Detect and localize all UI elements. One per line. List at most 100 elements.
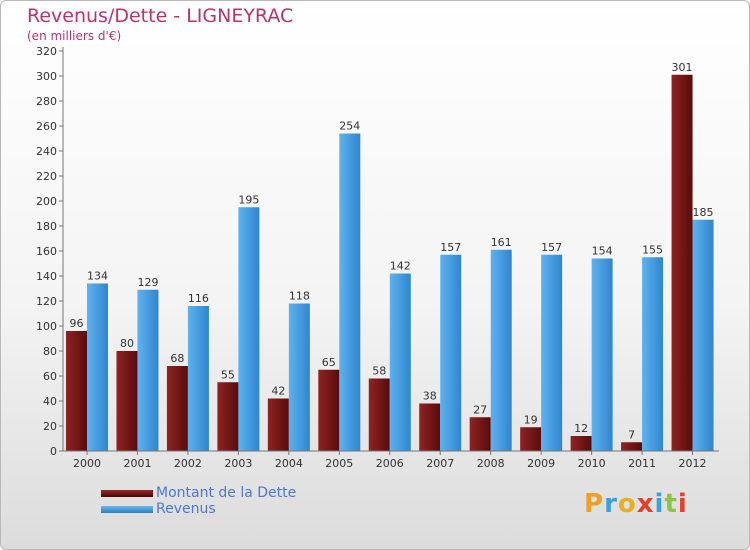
- bar-debt: [116, 351, 138, 451]
- proxiti-logo: Proxiti: [584, 489, 688, 519]
- data-label-debt: 38: [423, 390, 437, 403]
- bar-revenue: [490, 249, 512, 451]
- y-tick-label: 280: [36, 95, 57, 108]
- bar-revenue: [137, 289, 159, 451]
- y-tick-label: 180: [36, 220, 57, 233]
- data-label-debt: 19: [524, 413, 538, 426]
- legend-swatch-debt: [101, 490, 153, 497]
- bar-revenue: [692, 219, 714, 451]
- bar-debt: [520, 427, 542, 451]
- x-tick-label: 2003: [224, 457, 252, 470]
- x-tick-label: 2004: [275, 457, 303, 470]
- y-tick-label: 200: [36, 195, 57, 208]
- data-label-revenue: 134: [87, 270, 108, 283]
- logo-letter: i: [677, 489, 688, 519]
- data-label-debt: 27: [473, 403, 487, 416]
- x-axis: 2000 2001 2002 2003 2004 2005 2006 2007 2008 2009…: [63, 450, 719, 470]
- bar-debt: [66, 331, 87, 451]
- bar-revenue: [87, 283, 108, 451]
- data-label-debt: 55: [221, 368, 235, 381]
- y-tick-label: 120: [36, 295, 57, 308]
- data-label-debt: 42: [271, 385, 285, 398]
- data-label-revenue: 195: [238, 193, 259, 206]
- bar-debt: [570, 436, 592, 451]
- data-label-revenue: 129: [137, 276, 158, 289]
- data-label-revenue: 118: [289, 290, 310, 303]
- bar-revenue: [642, 257, 664, 451]
- data-label-revenue: 157: [541, 241, 562, 254]
- bar-revenue: [440, 254, 462, 451]
- bar-revenue: [591, 258, 613, 451]
- data-label-debt: 65: [322, 356, 336, 369]
- y-tick-label: 60: [43, 370, 57, 383]
- bar-debt: [166, 366, 188, 451]
- data-label-revenue: 161: [491, 236, 512, 249]
- logo-letter: o: [617, 489, 637, 519]
- y-tick-label: 260: [36, 120, 57, 133]
- legend-label-revenue: Revenus: [156, 501, 216, 517]
- bar-revenue: [339, 133, 361, 451]
- y-tick-label: 40: [43, 395, 57, 408]
- data-label-revenue: 157: [440, 241, 461, 254]
- y-tick-label: 160: [36, 245, 57, 258]
- bar-debt: [368, 378, 390, 451]
- bar-revenue: [238, 207, 260, 451]
- x-tick-label: 2002: [174, 457, 202, 470]
- bar-revenue: [187, 306, 209, 451]
- data-label-revenue: 254: [339, 120, 360, 133]
- bar-revenue: [288, 303, 310, 451]
- x-tick-label: 2009: [527, 457, 555, 470]
- data-label-debt: 80: [120, 337, 134, 350]
- bar-debt: [469, 417, 491, 451]
- logo-letter: r: [604, 489, 618, 519]
- bar-debt: [217, 382, 239, 451]
- data-label-revenue: 116: [188, 292, 209, 305]
- data-label-debt: 301: [672, 61, 693, 74]
- bar-debt: [671, 74, 693, 451]
- logo-letter: P: [584, 489, 605, 519]
- y-tick-label: 300: [36, 70, 57, 83]
- y-axis: 0 20 40 60 80 100 120 140 160 180 200 220 240 260 280 3…: [36, 45, 64, 458]
- value-labels: 96 80 68 55 42 65 58 38 27 19 12 7 301 134 129 116 195 11…: [70, 61, 714, 442]
- data-label-revenue: 155: [642, 243, 663, 256]
- data-label-debt: 68: [170, 352, 184, 365]
- bar-debt: [419, 403, 441, 451]
- x-tick-label: 2001: [123, 457, 151, 470]
- data-label-revenue: 185: [693, 206, 714, 219]
- legend-swatch-revenue: [101, 506, 153, 513]
- y-tick-label: 80: [43, 345, 57, 358]
- y-tick-label: 140: [36, 270, 57, 283]
- data-label-debt: 12: [574, 422, 588, 435]
- data-label-revenue: 142: [390, 260, 411, 273]
- chart-title: Revenus/Dette - LIGNEYRAC: [27, 5, 294, 27]
- x-tick-label: 2005: [325, 457, 353, 470]
- x-tick-label: 2012: [679, 457, 707, 470]
- data-label-revenue: 154: [592, 245, 613, 258]
- legend-label-debt: Montant de la Dette: [156, 485, 297, 501]
- x-tick-label: 2011: [628, 457, 656, 470]
- x-tick-label: 2000: [73, 457, 101, 470]
- x-tick-label: 2010: [578, 457, 606, 470]
- y-tick-label: 240: [36, 145, 57, 158]
- y-tick-label: 0: [50, 445, 57, 458]
- logo-letter: i: [654, 489, 665, 519]
- y-tick-label: 220: [36, 170, 57, 183]
- chart-subtitle: (en milliers d'€): [27, 29, 122, 43]
- logo-letter: x: [636, 489, 655, 519]
- bar-debt: [318, 369, 340, 451]
- bar-revenue: [389, 273, 411, 451]
- y-tick-label: 100: [36, 320, 57, 333]
- bar-debt: [621, 442, 643, 451]
- bar-debt: [267, 398, 289, 451]
- y-tick-label: 320: [36, 45, 57, 58]
- x-tick-label: 2006: [376, 457, 404, 470]
- data-label-debt: 96: [70, 317, 84, 330]
- logo-letter: t: [664, 489, 678, 519]
- y-tick-label: 20: [43, 420, 57, 433]
- x-tick-label: 2008: [477, 457, 505, 470]
- bars: [66, 74, 714, 451]
- x-tick-label: 2007: [426, 457, 454, 470]
- data-label-debt: 7: [628, 428, 635, 441]
